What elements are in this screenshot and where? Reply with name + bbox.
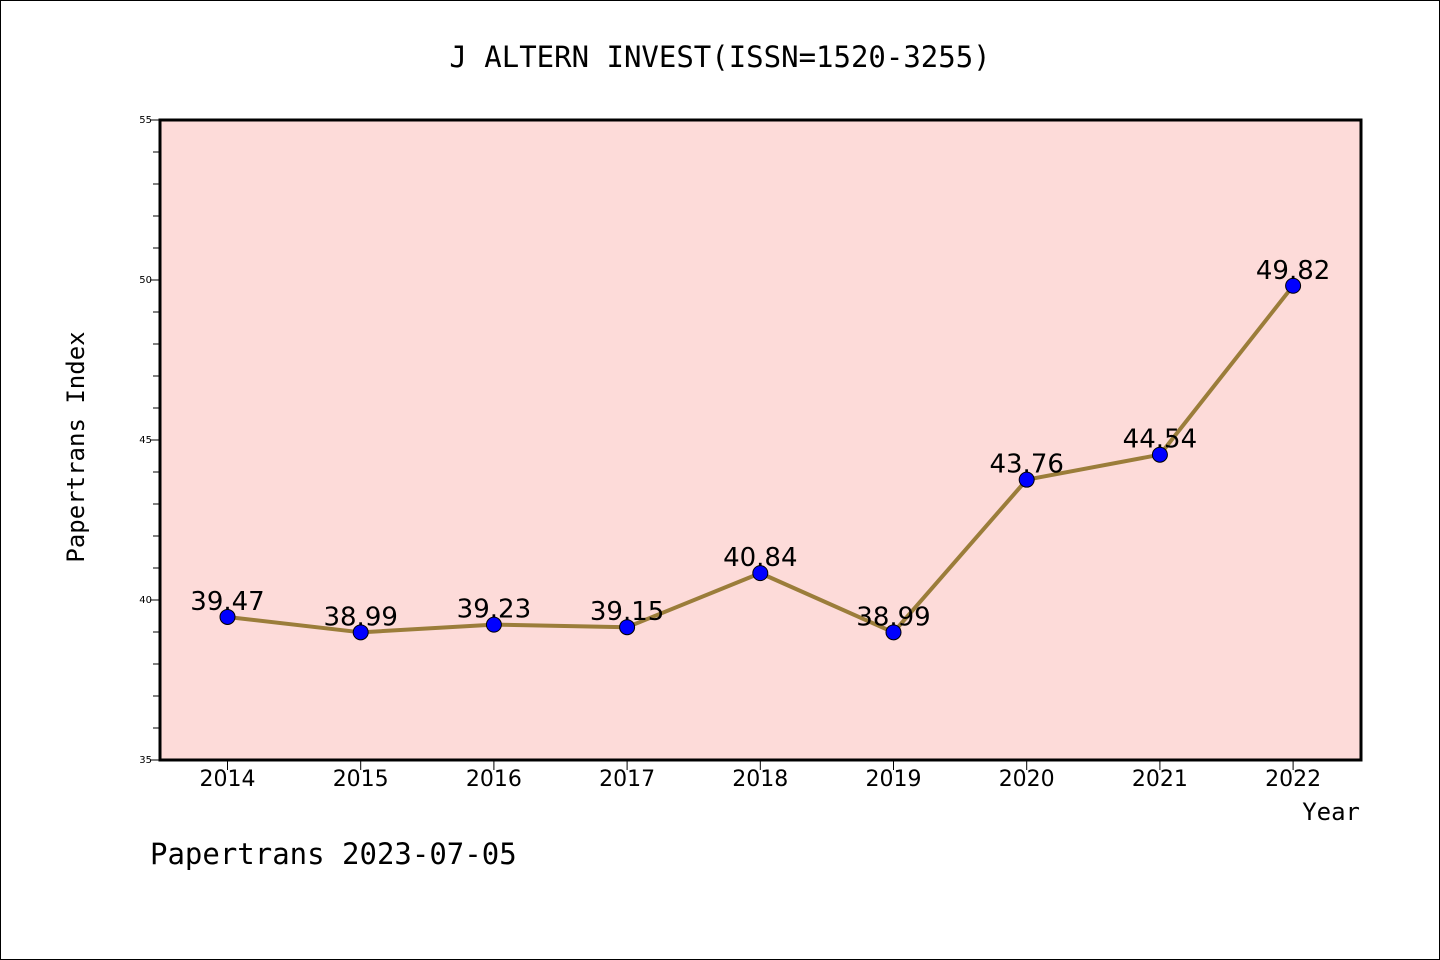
series-papertrans-index: 39.47 38.99 39.23 39.15 40.84 38.99 43.76 44.54… [190, 256, 1330, 641]
data-point [1285, 277, 1302, 294]
x-tick-label: 2020 [999, 767, 1055, 792]
x-tick-label: 2021 [1132, 767, 1188, 792]
x-tick-label: 2018 [732, 767, 788, 792]
data-label: 38.99 [323, 602, 397, 632]
data-point [1151, 446, 1168, 463]
data-point [1018, 471, 1035, 488]
x-tick-label: 2022 [1265, 767, 1321, 792]
data-point [619, 619, 636, 636]
x-tick-label: 2016 [466, 767, 522, 792]
data-label: 49.82 [1256, 256, 1330, 286]
y-tick-label: 55 [139, 115, 152, 126]
data-label: 39.47 [190, 587, 264, 617]
y-axis-label: Papertrans Index [62, 331, 90, 562]
plot-area [158, 118, 1363, 762]
y-axis: 35 40 45 50 55 [139, 115, 160, 766]
data-point [485, 616, 502, 633]
x-tick-label: 2017 [599, 767, 655, 792]
x-tick-label: 2014 [200, 767, 256, 792]
x-tick-label: 2019 [866, 767, 922, 792]
data-label: 44.54 [1123, 425, 1197, 455]
x-axis: 2014 2015 2016 2017 2018 2019 2020 2021 2022 [200, 760, 1321, 792]
data-label: 39.15 [590, 597, 664, 627]
data-point [752, 565, 769, 582]
data-label: 38.99 [856, 602, 930, 632]
x-tick-label: 2015 [333, 767, 389, 792]
data-label: 40.84 [723, 543, 797, 573]
data-point [352, 624, 369, 641]
x-axis-label: Year [1302, 798, 1360, 826]
data-label: 43.76 [989, 450, 1063, 480]
y-tick-label: 40 [139, 595, 152, 606]
y-tick-label: 45 [139, 435, 152, 446]
footer-text: Papertrans 2023-07-05 [150, 837, 517, 871]
y-tick-label: 35 [139, 755, 152, 766]
data-point [219, 608, 236, 625]
data-point [885, 624, 902, 641]
data-label: 39.23 [457, 595, 531, 625]
chart-title: J ALTERN INVEST(ISSN=1520-3255) [449, 40, 990, 74]
y-tick-label: 50 [139, 275, 152, 286]
